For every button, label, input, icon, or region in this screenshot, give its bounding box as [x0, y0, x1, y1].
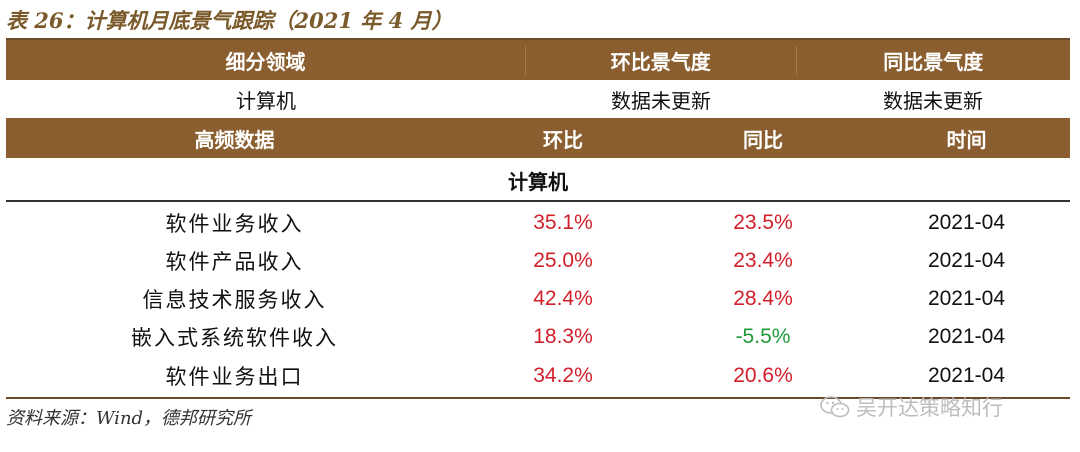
- row-mom: 25.0%: [533, 249, 593, 272]
- row-name: 软件产品收入: [165, 250, 304, 274]
- header-indicator: 高频数据: [194, 127, 275, 152]
- section-title: 计算机: [6, 160, 1070, 200]
- watermark: 吴开达策略知行: [820, 392, 1003, 422]
- summary-yoy: 数据未更新: [883, 88, 983, 113]
- row-name: 信息技术服务收入: [142, 288, 327, 312]
- row-mom: 18.3%: [533, 325, 593, 348]
- watermark-text: 吴开达策略知行: [856, 396, 1003, 420]
- row-date: 2021-04: [927, 211, 1006, 234]
- summary-segment: 计算机: [236, 88, 296, 113]
- row-name: 嵌入式系统软件收入: [131, 326, 338, 350]
- row-mom: 42.4%: [533, 287, 593, 310]
- header-mom: 环比: [543, 127, 583, 152]
- row-yoy: 23.4%: [733, 249, 793, 272]
- data-header-row: 高频数据 环比 同比 时间: [6, 118, 1070, 158]
- top-rule: [6, 38, 1070, 40]
- wechat-icon: [820, 396, 850, 418]
- row-name: 软件业务出口: [165, 365, 304, 389]
- row-date: 2021-04: [927, 287, 1006, 310]
- header-yoy-climate: 同比景气度: [795, 45, 1070, 75]
- row-mom: 34.2%: [533, 364, 593, 387]
- table-row: 软件产品收入 25.0% 23.4% 2021-04: [6, 242, 1070, 280]
- row-yoy: 28.4%: [733, 287, 793, 310]
- table-row: 信息技术服务收入 42.4% 28.4% 2021-04: [6, 280, 1070, 318]
- table-row: 软件业务出口 34.2% 20.6% 2021-04: [6, 356, 1070, 396]
- table-caption: 表 26：计算机月底景气跟踪（2021 年 4 月）: [6, 8, 453, 33]
- row-yoy: 20.6%: [733, 364, 793, 387]
- header-time: 时间: [946, 127, 987, 152]
- header-mom-climate: 环比景气度: [525, 45, 796, 75]
- table-row: 嵌入式系统软件收入 18.3% -5.5% 2021-04: [6, 318, 1070, 356]
- table-row: 软件业务收入 35.1% 23.5% 2021-04: [6, 204, 1070, 242]
- row-date: 2021-04: [927, 364, 1006, 387]
- header-yoy: 同比: [743, 127, 783, 152]
- row-yoy: -5.5%: [735, 325, 791, 348]
- row-mom: 35.1%: [533, 211, 593, 234]
- row-date: 2021-04: [927, 249, 1006, 272]
- source-note: 资料来源：Wind，德邦研究所: [6, 408, 252, 429]
- row-date: 2021-04: [927, 325, 1006, 348]
- row-yoy: 23.5%: [733, 211, 793, 234]
- summary-row: 计算机 数据未更新 数据未更新: [6, 80, 1070, 118]
- section-title-text: 计算机: [508, 169, 568, 194]
- summary-mom: 数据未更新: [611, 88, 711, 113]
- header-segment: 细分领域: [225, 49, 306, 74]
- summary-header-row: 细分领域 环比景气度 同比景气度: [6, 40, 1070, 80]
- row-name: 软件业务收入: [165, 212, 304, 236]
- section-divider: [6, 200, 1070, 202]
- bottom-rule: [6, 397, 1070, 399]
